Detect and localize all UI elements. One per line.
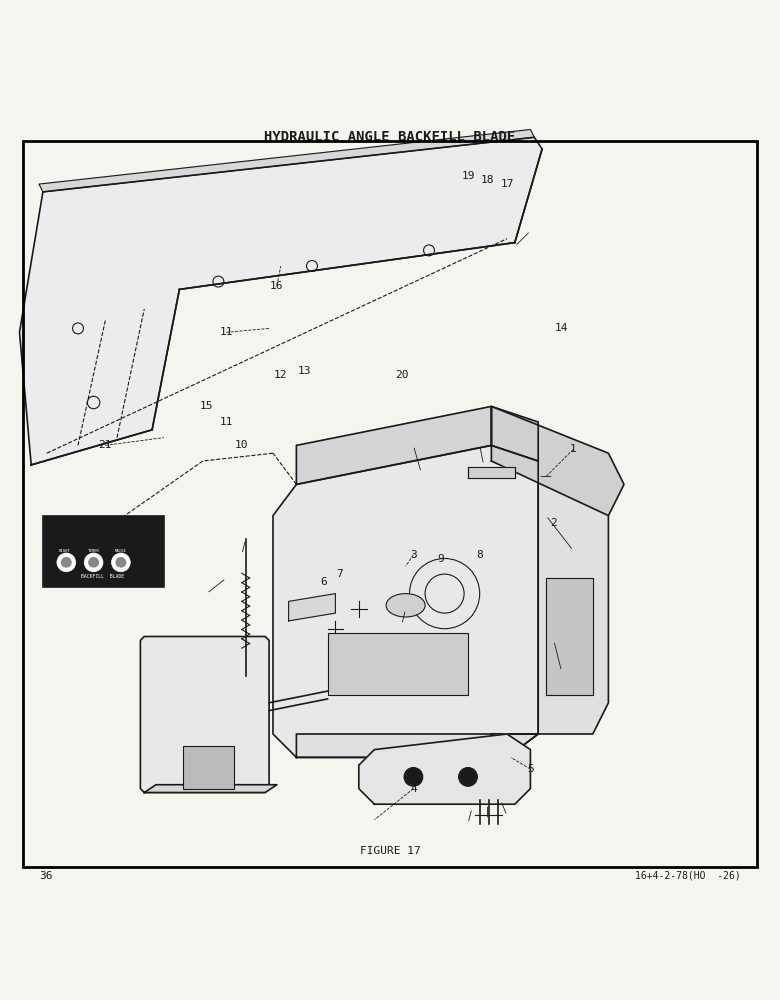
Text: RETURN: RETURN — [87, 567, 101, 571]
Text: 18: 18 — [480, 175, 495, 185]
Text: 1: 1 — [570, 444, 576, 454]
Text: 14: 14 — [555, 323, 569, 333]
Ellipse shape — [386, 594, 425, 617]
Text: 12: 12 — [274, 370, 288, 380]
Circle shape — [459, 768, 477, 786]
Polygon shape — [359, 734, 530, 804]
Text: 15: 15 — [200, 401, 214, 411]
Polygon shape — [144, 785, 277, 792]
Text: TIMER: TIMER — [87, 549, 100, 553]
Text: BACK: BACK — [116, 567, 126, 571]
Text: 4: 4 — [410, 784, 417, 794]
Bar — [183, 746, 234, 789]
Polygon shape — [546, 578, 593, 695]
Polygon shape — [491, 461, 608, 734]
Text: 16+4-2-78(HO  -26): 16+4-2-78(HO -26) — [635, 871, 741, 881]
Text: 2: 2 — [551, 518, 557, 528]
Circle shape — [84, 553, 103, 572]
Text: 16: 16 — [270, 281, 284, 291]
Polygon shape — [20, 137, 542, 465]
Text: RIGHT: RIGHT — [58, 549, 71, 553]
Text: 36: 36 — [39, 871, 52, 881]
Text: 17: 17 — [500, 179, 514, 189]
Text: 7: 7 — [336, 569, 342, 579]
Text: 13: 13 — [297, 366, 311, 376]
Text: HYDRAULIC ANGLE BACKFILL BLADE: HYDRAULIC ANGLE BACKFILL BLADE — [264, 130, 516, 144]
Polygon shape — [491, 406, 538, 461]
Text: TILT: TILT — [60, 567, 69, 571]
Bar — [43, 516, 164, 587]
Text: 8: 8 — [477, 550, 483, 560]
Polygon shape — [296, 734, 538, 757]
Polygon shape — [39, 130, 534, 192]
Text: FIGURE 17: FIGURE 17 — [360, 846, 420, 856]
Text: 11: 11 — [219, 327, 233, 337]
Text: BACKFILL  BLADE: BACKFILL BLADE — [81, 574, 125, 579]
Circle shape — [404, 768, 423, 786]
Polygon shape — [289, 594, 335, 621]
Polygon shape — [273, 445, 538, 757]
Circle shape — [115, 557, 126, 568]
Bar — [328, 633, 468, 695]
Polygon shape — [296, 406, 491, 484]
Text: 6: 6 — [321, 577, 327, 587]
Text: 11: 11 — [219, 417, 233, 427]
Text: 20: 20 — [395, 370, 409, 380]
Text: RAISE: RAISE — [115, 549, 127, 553]
Text: 21: 21 — [98, 440, 112, 450]
Circle shape — [61, 557, 72, 568]
Text: 3: 3 — [410, 550, 417, 560]
Text: 10: 10 — [235, 440, 249, 450]
Text: 19: 19 — [461, 171, 475, 181]
Polygon shape — [140, 637, 269, 792]
Polygon shape — [468, 467, 515, 478]
Circle shape — [112, 553, 130, 572]
Text: 5: 5 — [527, 764, 534, 774]
Circle shape — [88, 557, 99, 568]
Circle shape — [57, 553, 76, 572]
Polygon shape — [491, 406, 624, 516]
Text: 9: 9 — [438, 553, 444, 563]
